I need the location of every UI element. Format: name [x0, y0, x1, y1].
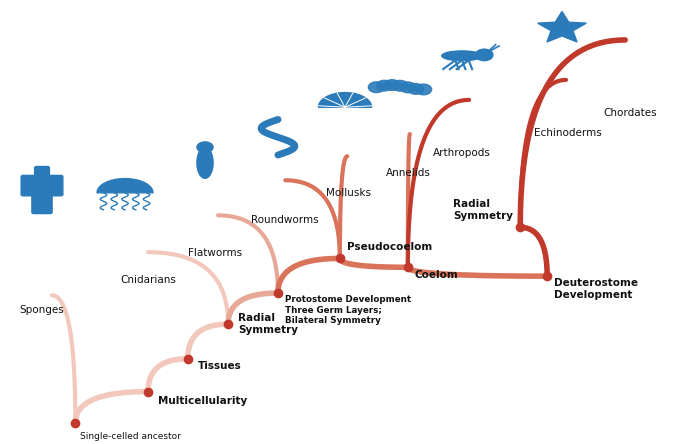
Text: Protostome Development
Three Germ Layers;
Bilateral Symmetry: Protostome Development Three Germ Layers…	[285, 295, 411, 325]
Text: Pseudocoelom: Pseudocoelom	[347, 242, 432, 252]
FancyBboxPatch shape	[32, 182, 52, 214]
FancyBboxPatch shape	[48, 175, 63, 196]
Text: Coelom: Coelom	[415, 270, 458, 280]
Text: Flatworms: Flatworms	[188, 248, 242, 258]
Text: Deuterostome
Development: Deuterostome Development	[554, 278, 638, 300]
Circle shape	[384, 79, 400, 90]
Circle shape	[400, 82, 416, 93]
Circle shape	[368, 82, 384, 92]
Circle shape	[392, 80, 408, 91]
Text: Multicellularity: Multicellularity	[158, 396, 248, 406]
Text: Roundworms: Roundworms	[251, 215, 319, 225]
Polygon shape	[97, 178, 153, 193]
Polygon shape	[318, 93, 371, 107]
Text: Chordates: Chordates	[603, 108, 657, 118]
Text: Mollusks: Mollusks	[326, 188, 371, 198]
Text: Radial
Symmetry: Radial Symmetry	[453, 199, 513, 221]
Text: Echinoderms: Echinoderms	[534, 128, 602, 138]
Polygon shape	[538, 12, 586, 42]
Text: Annelids: Annelids	[386, 168, 431, 178]
Text: Tissues: Tissues	[198, 361, 242, 371]
Circle shape	[197, 142, 213, 153]
Text: Sponges: Sponges	[20, 305, 65, 315]
Text: Arthropods: Arthropods	[433, 148, 491, 158]
Circle shape	[376, 80, 392, 91]
FancyBboxPatch shape	[21, 175, 36, 196]
Text: Radial
Symmetry: Radial Symmetry	[238, 313, 298, 335]
Text: Single-celled ancestor: Single-celled ancestor	[80, 432, 181, 441]
Ellipse shape	[441, 51, 482, 61]
Circle shape	[475, 49, 493, 61]
Text: Cnidarians: Cnidarians	[120, 275, 176, 285]
Circle shape	[415, 84, 431, 95]
FancyBboxPatch shape	[34, 166, 49, 187]
Polygon shape	[197, 147, 213, 178]
Circle shape	[408, 83, 424, 94]
